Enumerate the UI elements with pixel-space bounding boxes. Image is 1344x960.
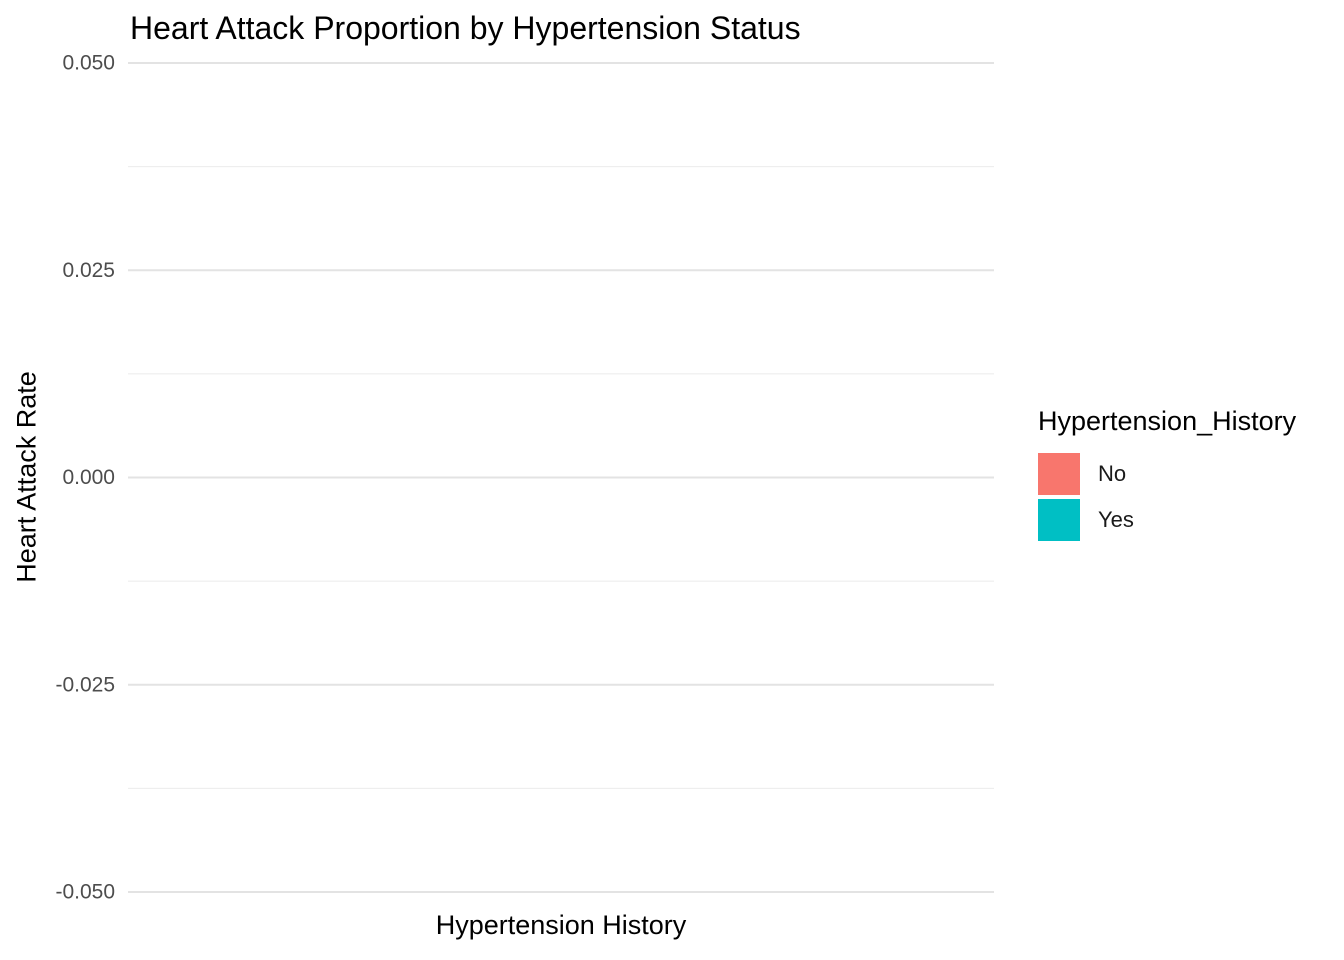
legend-label-yes: Yes	[1098, 507, 1134, 532]
legend-label-no: No	[1098, 461, 1127, 486]
y-tick-label: 0.050	[62, 52, 115, 75]
y-tick-label: -0.025	[55, 673, 115, 696]
legend-key-no	[1038, 453, 1080, 495]
legend-key-yes	[1038, 499, 1080, 541]
y-axis-label: Heart Attack Rate	[11, 371, 42, 583]
chart-title: Heart Attack Proportion by Hypertension …	[130, 10, 801, 46]
legend: Hypertension_History No Yes	[1038, 406, 1296, 543]
legend-item-no: No	[1038, 451, 1296, 497]
y-tick-label: -0.050	[55, 881, 115, 904]
legend-item-yes: Yes	[1038, 497, 1296, 543]
y-tick-label: 0.000	[62, 466, 115, 489]
x-axis-label: Hypertension History	[435, 910, 687, 940]
legend-title: Hypertension_History	[1038, 406, 1297, 436]
y-tick-label: 0.025	[62, 259, 115, 282]
